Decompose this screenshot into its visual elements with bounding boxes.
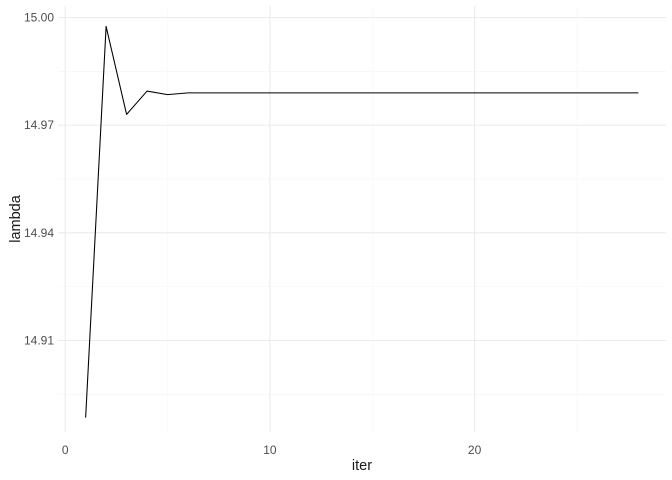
y-tick-label: 14.91 — [24, 333, 54, 347]
tick-labels: 0 10 20 14.91 14.94 14.97 15.00 — [24, 10, 482, 457]
y-tick-label: 15.00 — [24, 10, 54, 24]
y-axis-title: lambda — [8, 194, 24, 242]
x-tick-label: 20 — [468, 443, 482, 457]
grid-layer — [58, 6, 666, 432]
x-axis-title: iter — [352, 458, 372, 474]
y-tick-label: 14.94 — [24, 226, 54, 240]
series-layer — [85, 25, 639, 418]
x-tick-label: 0 — [62, 443, 69, 457]
y-tick-label: 14.97 — [24, 118, 54, 132]
series-line-0 — [85, 25, 639, 418]
x-tick-label: 10 — [263, 443, 277, 457]
